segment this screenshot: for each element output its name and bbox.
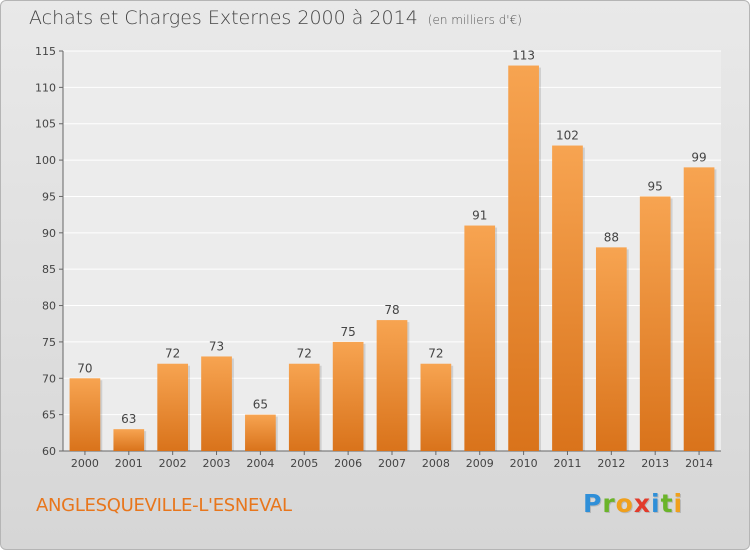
- x-tick-label: 2007: [378, 457, 406, 470]
- x-tick-label: 2002: [159, 457, 187, 470]
- logo-letter: i: [673, 489, 684, 518]
- y-tick-label: 60: [42, 445, 56, 458]
- bar: [683, 167, 715, 451]
- bar: [201, 356, 232, 451]
- city-name: ANGLESQUEVILLE-L'ESNEVAL: [36, 495, 292, 516]
- x-tick-label: 2000: [71, 457, 99, 470]
- chart-title: Achats et Charges Externes 2000 à 2014 (e…: [29, 7, 522, 29]
- bar: [508, 65, 539, 451]
- bar-value-label: 72: [297, 347, 312, 361]
- y-tick-label: 85: [42, 263, 56, 276]
- bar: [245, 414, 276, 451]
- bar: [552, 145, 583, 451]
- logo-letter: i: [651, 489, 661, 518]
- bar-value-label: 95: [648, 179, 663, 193]
- proxiti-logo: Proxiti: [583, 489, 683, 518]
- x-tick-label: 2003: [203, 457, 231, 470]
- bar-value-label: 88: [604, 230, 619, 244]
- bar-value-label: 63: [121, 412, 136, 426]
- bar-value-label: 99: [691, 150, 706, 164]
- bar-value-label: 78: [384, 303, 399, 317]
- logo-letter: r: [602, 489, 616, 518]
- x-tick-label: 2009: [466, 457, 494, 470]
- bar-value-label: 72: [428, 347, 443, 361]
- bar-value-label: 75: [340, 325, 355, 339]
- bar-value-label: 113: [512, 49, 535, 63]
- bar: [69, 378, 101, 451]
- bar: [420, 363, 452, 451]
- bar-value-label: 73: [209, 339, 224, 353]
- x-tick-label: 2011: [553, 457, 581, 470]
- chart-subtitle: (en milliers d'€): [427, 13, 522, 27]
- bar: [595, 247, 627, 451]
- bar-value-label: 102: [556, 129, 579, 143]
- bar-value-label: 65: [253, 398, 268, 412]
- y-tick-label: 80: [42, 300, 56, 313]
- bar: [639, 196, 671, 451]
- y-tick-label: 65: [42, 409, 56, 422]
- x-tick-label: 2008: [422, 457, 450, 470]
- bar: [464, 225, 496, 451]
- x-tick-label: 2001: [115, 457, 143, 470]
- x-tick-label: 2006: [334, 457, 362, 470]
- logo-letter: t: [660, 489, 674, 518]
- x-tick-label: 2014: [685, 457, 713, 470]
- y-tick-label: 95: [42, 190, 56, 203]
- bar: [288, 363, 320, 451]
- bar: [376, 320, 408, 451]
- x-tick-label: 2012: [597, 457, 625, 470]
- y-tick-label: 105: [35, 118, 56, 131]
- y-tick-label: 90: [42, 227, 56, 240]
- y-tick-label: 70: [42, 372, 56, 385]
- bar: [332, 341, 364, 451]
- bar: [113, 429, 145, 451]
- y-tick-label: 75: [42, 336, 56, 349]
- bar-value-label: 91: [472, 209, 487, 223]
- logo-letter: o: [615, 489, 634, 518]
- chart-title-text: Achats et Charges Externes 2000 à 2014: [29, 7, 418, 29]
- logo-letter: P: [583, 489, 603, 518]
- bar-value-label: 72: [165, 347, 180, 361]
- x-tick-label: 2010: [510, 457, 538, 470]
- x-tick-label: 2013: [641, 457, 669, 470]
- y-tick-label: 100: [35, 154, 56, 167]
- y-tick-label: 115: [35, 45, 56, 58]
- x-tick-label: 2005: [290, 457, 318, 470]
- bar: [157, 363, 189, 451]
- y-tick-label: 110: [35, 81, 56, 94]
- x-tick-label: 2004: [246, 457, 274, 470]
- logo-letter: x: [633, 489, 651, 518]
- bar-value-label: 70: [77, 361, 92, 375]
